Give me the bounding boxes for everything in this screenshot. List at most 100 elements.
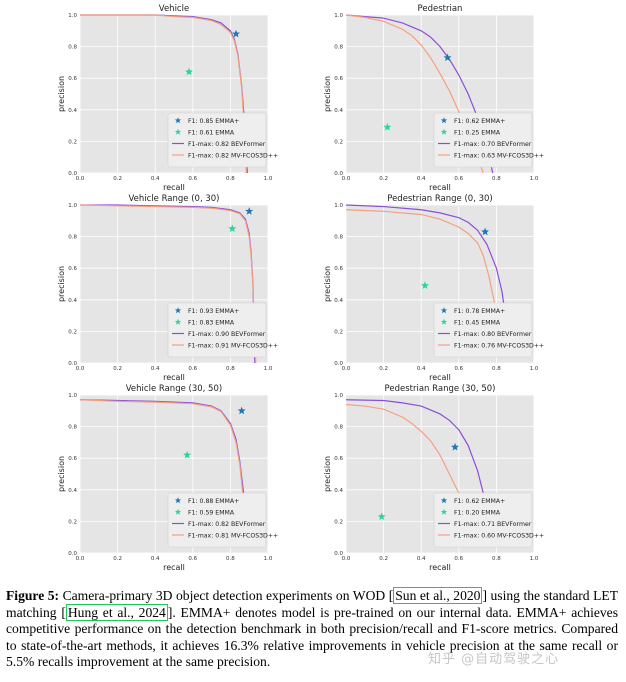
legend-star-icon <box>174 318 182 325</box>
x-tick-label: 0.4 <box>417 556 426 562</box>
x-tick-label: 0.0 <box>342 176 351 182</box>
x-tick-label: 0.2 <box>379 366 388 372</box>
y-tick-label: 0.0 <box>334 551 343 557</box>
x-tick-label: 1.0 <box>264 556 273 562</box>
legend-entry-label: F1-max: 0.90 BEVFormer <box>188 331 266 338</box>
y-axis-label: precision <box>323 266 332 302</box>
x-axis-label: recall <box>429 183 451 192</box>
chart-panel-2: 0.0 0.2 0.4 0.6 0.8 1.0 0.0 0.2 0.4 0.6 0.8 1.0 Pede… <box>323 4 544 192</box>
y-tick-label: 0.6 <box>334 456 343 462</box>
figure-grid: 0.0 0.2 0.4 0.6 0.8 1.0 0.0 0.2 0.4 0.6 0.8 1.0 Vehi… <box>57 4 544 572</box>
star-point-emma <box>228 224 237 233</box>
x-tick-label: 0.6 <box>188 366 197 372</box>
y-tick-label: 0.2 <box>68 329 77 335</box>
legend-star-icon <box>440 508 448 515</box>
x-tick-label: 0.6 <box>188 176 197 182</box>
legend: F1: 0.93 EMMA+ F1: 0.83 EMMA F1-max: 0.90 … <box>167 302 278 358</box>
y-tick-label: 0.2 <box>334 139 343 145</box>
star-point-emma-plus <box>481 227 490 236</box>
star-point-emma-plus <box>443 53 452 62</box>
y-tick-label: 1.0 <box>68 203 77 209</box>
y-tick-label: 0.8 <box>68 425 77 431</box>
legend-star-icon <box>174 307 182 314</box>
legend-box <box>167 492 267 548</box>
chart-panel-4: 0.0 0.2 0.4 0.6 0.8 1.0 0.0 0.2 0.4 0.6 0.8 1.0 Pede… <box>323 194 544 382</box>
y-tick-label: 0.4 <box>334 298 343 304</box>
legend-entry-label: F1-max: 0.60 MV-FCOS3D++ <box>454 532 544 539</box>
x-tick-label: 1.0 <box>530 556 539 562</box>
legend: F1: 0.78 EMMA+ F1: 0.45 EMMA F1-max: 0.80 … <box>433 302 544 358</box>
chart-panel-5: 0.0 0.2 0.4 0.6 0.8 1.0 0.0 0.2 0.4 0.6 0.8 1.0 Vehi… <box>57 384 278 572</box>
y-tick-label: 1.0 <box>334 203 343 209</box>
y-tick-label: 0.4 <box>334 488 343 494</box>
figure-label: Figure 5: <box>6 588 60 603</box>
x-tick-label: 0.8 <box>492 176 501 182</box>
legend-entry-label: F1: 0.61 EMMA <box>188 129 235 136</box>
legend: F1: 0.62 EMMA+ F1: 0.25 EMMA F1-max: 0.70 … <box>433 112 544 168</box>
y-tick-label: 0.4 <box>68 298 77 304</box>
x-tick-label: 0.8 <box>226 366 235 372</box>
x-tick-label: 0.0 <box>342 366 351 372</box>
y-tick-label: 1.0 <box>68 393 77 399</box>
legend-star-icon <box>440 128 448 135</box>
x-tick-label: 1.0 <box>264 176 273 182</box>
y-tick-label: 0.6 <box>334 76 343 82</box>
y-tick-label: 0.0 <box>68 171 77 177</box>
legend-entry-label: F1: 0.25 EMMA <box>454 129 501 136</box>
chart-title: Vehicle Range (0, 30) <box>128 194 219 204</box>
y-tick-label: 0.8 <box>334 425 343 431</box>
y-tick-label: 0.0 <box>68 551 77 557</box>
legend-star-icon <box>440 307 448 314</box>
y-tick-label: 0.0 <box>68 361 77 367</box>
y-tick-label: 0.2 <box>334 519 343 525</box>
legend-entry-label: F1: 0.85 EMMA+ <box>188 118 239 125</box>
citation-sun-2020[interactable]: Sun et al., 2020 <box>393 587 483 604</box>
y-tick-label: 0.6 <box>68 76 77 82</box>
x-tick-label: 0.6 <box>454 556 463 562</box>
legend-box <box>167 302 267 358</box>
x-tick-label: 0.2 <box>113 366 122 372</box>
legend-entry-label: F1-max: 0.76 MV-FCOS3D++ <box>454 342 544 349</box>
figure-caption: Figure 5: Camera-primary 3D object detec… <box>6 587 618 671</box>
y-axis-label: precision <box>57 76 66 112</box>
x-tick-label: 0.4 <box>151 366 160 372</box>
chart-title: Vehicle Range (30, 50) <box>126 384 222 394</box>
y-tick-label: 0.6 <box>68 266 77 272</box>
y-axis-label: precision <box>323 76 332 112</box>
legend-star-icon <box>174 497 182 504</box>
chart-panel-3: 0.0 0.2 0.4 0.6 0.8 1.0 0.0 0.2 0.4 0.6 0.8 1.0 Vehi… <box>57 194 278 382</box>
caption-text-1: Camera-primary 3D object detection exper… <box>59 588 394 603</box>
series-line-mv-fcos3d <box>79 204 257 364</box>
y-tick-label: 0.2 <box>68 139 77 145</box>
x-tick-label: 0.4 <box>151 176 160 182</box>
y-tick-label: 0.6 <box>334 266 343 272</box>
series-line-bevformer <box>345 204 509 332</box>
x-tick-label: 0.4 <box>151 556 160 562</box>
legend-entry-label: F1: 0.59 EMMA <box>188 509 235 516</box>
x-tick-label: 0.2 <box>113 556 122 562</box>
x-axis-label: recall <box>163 563 185 572</box>
legend-entry-label: F1: 0.93 EMMA+ <box>188 308 239 315</box>
x-axis-label: recall <box>163 373 185 382</box>
legend-entry-label: F1-max: 0.91 MV-FCOS3D++ <box>188 342 278 349</box>
y-tick-label: 0.2 <box>334 329 343 335</box>
y-tick-label: 0.0 <box>334 361 343 367</box>
x-tick-label: 0.4 <box>417 176 426 182</box>
legend: F1: 0.88 EMMA+ F1: 0.59 EMMA F1-max: 0.82 … <box>167 492 278 548</box>
x-tick-label: 0.2 <box>113 176 122 182</box>
y-tick-label: 0.0 <box>334 171 343 177</box>
citation-hung-2024[interactable]: Hung et al., 2024 <box>65 603 168 621</box>
legend-entry-label: F1: 0.83 EMMA <box>188 319 235 326</box>
star-point-emma <box>377 512 386 521</box>
series-line-mv-fcos3d <box>80 14 247 174</box>
series-line-mv-fcos3d <box>79 399 246 514</box>
star-point-emma-plus <box>245 207 254 215</box>
x-tick-label: 0.0 <box>76 176 85 182</box>
chart-title: Pedestrian Range (30, 50) <box>385 384 496 394</box>
caption-text-3: ]. EMMA+ denotes model is pre-trained on… <box>6 604 618 670</box>
star-point-emma <box>420 281 429 289</box>
star-point-emma <box>183 450 192 459</box>
chart-panel-6: 0.0 0.2 0.4 0.6 0.8 1.0 0.0 0.2 0.4 0.6 0.8 1.0 Pede… <box>323 384 544 572</box>
x-tick-label: 0.2 <box>379 176 388 182</box>
x-tick-label: 1.0 <box>530 366 539 372</box>
